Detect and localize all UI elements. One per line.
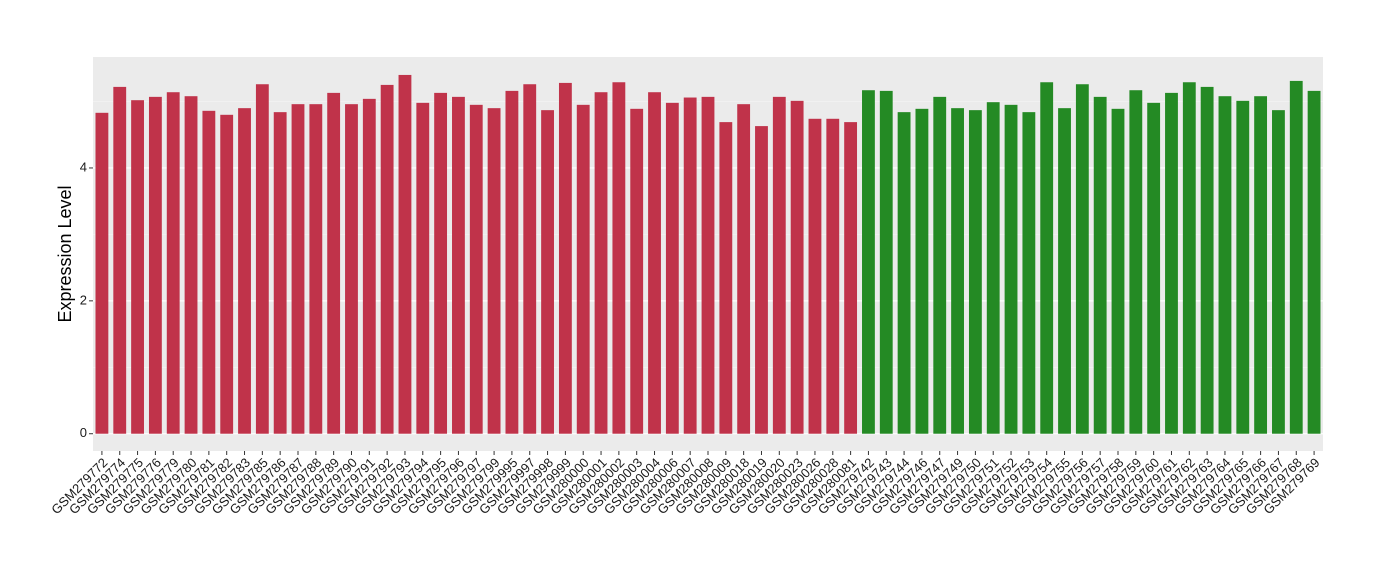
bar — [148, 96, 162, 434]
bar — [701, 96, 715, 434]
bar — [1254, 96, 1268, 434]
bar — [362, 98, 376, 434]
bar — [808, 118, 822, 434]
bar — [719, 122, 733, 434]
bar — [826, 118, 840, 434]
bar — [469, 104, 483, 434]
bar — [844, 122, 858, 434]
bar — [1200, 86, 1214, 434]
bar — [273, 112, 287, 434]
bar — [1004, 104, 1018, 434]
bar — [202, 110, 216, 434]
bar — [380, 84, 394, 434]
bar — [1040, 82, 1054, 434]
bar — [1129, 90, 1143, 434]
bar — [131, 100, 144, 434]
bar — [238, 108, 251, 434]
bar — [879, 90, 893, 434]
bar — [683, 97, 697, 434]
bar — [1182, 82, 1196, 434]
bar — [665, 102, 679, 434]
bar — [790, 100, 804, 434]
bar — [95, 112, 109, 434]
bar — [291, 104, 305, 434]
bar — [416, 102, 430, 434]
bar — [1272, 110, 1285, 434]
bar — [933, 96, 947, 434]
bar — [612, 82, 626, 434]
bar — [648, 92, 661, 434]
bar — [487, 108, 501, 434]
bar — [986, 102, 1000, 434]
bar — [541, 110, 554, 434]
bar — [1147, 102, 1161, 434]
bar — [113, 86, 127, 434]
bar — [220, 114, 234, 434]
bar — [309, 104, 323, 434]
bar — [1307, 90, 1321, 434]
bar — [755, 126, 768, 434]
bar — [523, 84, 537, 434]
bar — [398, 74, 412, 434]
bar — [968, 110, 982, 434]
bar — [434, 92, 448, 434]
bar — [1218, 96, 1232, 434]
bar — [558, 82, 572, 434]
bar — [505, 90, 519, 434]
bar — [255, 84, 269, 434]
bar — [1236, 100, 1250, 434]
bar — [951, 108, 964, 434]
y-tick-label: 0 — [80, 425, 87, 440]
bar — [862, 90, 875, 434]
bar — [1022, 112, 1036, 434]
bar — [1165, 92, 1178, 434]
y-tick-label: 2 — [80, 292, 87, 307]
bar — [737, 104, 751, 434]
bar — [630, 108, 644, 434]
bar — [915, 108, 929, 434]
bar — [1111, 108, 1125, 434]
y-axis-title: Expression Level — [55, 185, 75, 322]
bar — [166, 92, 180, 434]
y-tick-label: 4 — [80, 159, 87, 174]
bar — [1093, 96, 1107, 434]
bar — [1289, 80, 1303, 434]
bar — [1058, 108, 1071, 434]
bar — [1075, 84, 1089, 434]
bar — [452, 96, 465, 434]
bar — [327, 92, 341, 434]
bar — [772, 96, 786, 434]
bar — [594, 92, 608, 434]
bar — [897, 112, 911, 434]
bar — [576, 104, 590, 434]
bar — [184, 96, 198, 434]
bar — [345, 104, 358, 434]
